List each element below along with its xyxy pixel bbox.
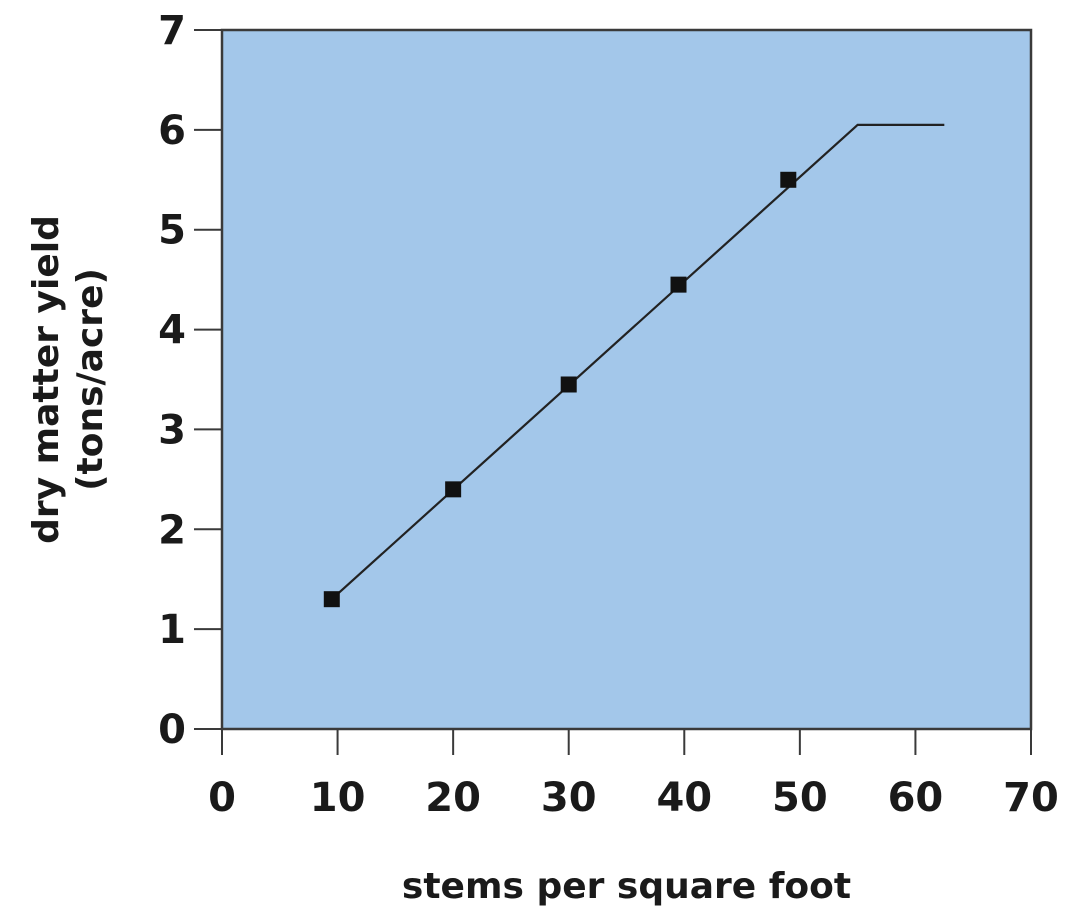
y-tick-label: 6 — [158, 108, 186, 154]
data-point-marker — [670, 276, 687, 293]
x-axis-title: stems per square foot — [402, 866, 851, 907]
data-points — [323, 171, 797, 608]
y-tick-label: 7 — [158, 8, 186, 54]
y-tick-label: 4 — [158, 308, 186, 354]
y-tick-label: 0 — [158, 707, 186, 753]
y-tick-label: 2 — [158, 507, 186, 553]
data-point-marker — [323, 591, 340, 608]
data-point-marker — [560, 376, 577, 393]
x-tick-label: 60 — [888, 775, 944, 821]
x-tick-label: 70 — [1003, 775, 1059, 821]
x-tick-label: 0 — [208, 775, 236, 821]
trend-line — [331, 123, 945, 601]
y-axis-title-line-2: (tons/acre) — [70, 268, 111, 491]
data-point-marker — [445, 481, 462, 498]
y-tick-label: 3 — [158, 407, 186, 453]
x-tick-label: 20 — [425, 775, 481, 821]
x-tick-label: 50 — [772, 775, 828, 821]
x-tick-label: 40 — [656, 775, 712, 821]
data-point-marker — [780, 171, 797, 188]
y-tick-label: 5 — [158, 208, 186, 254]
y-tick-label: 1 — [158, 607, 186, 653]
y-axis: 0 1 2 3 4 5 6 7 — [158, 8, 222, 753]
x-axis: 0 10 20 30 40 50 60 70 — [208, 729, 1059, 821]
y-axis-title-line-1: dry matter yield — [26, 215, 67, 544]
x-tick-label: 10 — [310, 775, 366, 821]
x-tick-label: 30 — [541, 775, 597, 821]
plot-area — [220, 28, 1033, 731]
